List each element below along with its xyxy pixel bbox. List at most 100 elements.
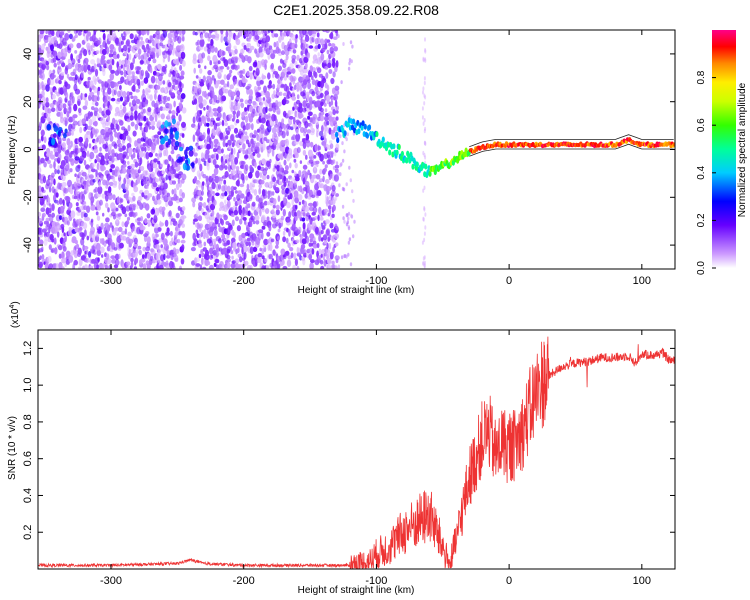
noise-cell: [38, 44, 42, 52]
noise-cell: [277, 65, 282, 72]
noise-cell: [233, 56, 239, 61]
noise-cell: [242, 110, 248, 116]
noise-cell: [268, 190, 273, 197]
noise-cell: [235, 119, 240, 124]
noise-cell: [326, 116, 330, 121]
noise-cell: [153, 158, 158, 163]
noise-cell: [203, 106, 206, 111]
noise-cell: [291, 169, 295, 174]
noise-cell: [148, 46, 152, 51]
snr-x-tick-label: -200: [233, 575, 255, 587]
noise-cell: [88, 49, 91, 56]
noise-cell: [240, 102, 244, 109]
noise-cell: [319, 178, 324, 183]
noise-cell: [100, 155, 105, 162]
noise-cell: [276, 101, 282, 107]
noise-cell: [233, 197, 236, 202]
noise-cell: [45, 97, 49, 103]
noise-cell: [43, 42, 46, 46]
noise-cell: [320, 98, 326, 105]
noise-cell: [195, 263, 201, 267]
noise-cell: [272, 176, 276, 183]
noise-cell: [50, 154, 55, 160]
noise-cell: [295, 133, 301, 142]
noise-cell: [331, 116, 337, 124]
noise-cell: [62, 103, 67, 109]
blob-cell: [172, 118, 176, 125]
noise-cell: [330, 77, 335, 85]
noise-cell: [122, 235, 127, 241]
noise-cell: [229, 84, 234, 90]
noise-cell: [70, 158, 75, 166]
noise-cell: [293, 116, 296, 125]
noise-cell: [150, 249, 156, 256]
noise-cell: [130, 95, 134, 99]
noise-cell: [128, 252, 132, 260]
noise-cell: [48, 57, 52, 64]
noise-cell: [327, 257, 332, 265]
noise-cell: [91, 106, 95, 111]
trace-cell: [415, 161, 419, 168]
noise-cell: [332, 204, 336, 212]
noise-cell: [311, 36, 315, 43]
noise-cell: [277, 228, 281, 233]
noise-cell: [97, 229, 102, 234]
noise-cell: [230, 213, 235, 218]
noise-cell: [314, 216, 318, 220]
noise-cell: [198, 76, 202, 82]
noise-cell: [249, 89, 253, 97]
noise-cell: [300, 36, 303, 45]
spectrogram-cells: [38, 26, 427, 269]
noise-cell: [218, 207, 222, 211]
noise-cell: [162, 106, 166, 111]
noise-cell: [316, 100, 322, 107]
noise-cell: [343, 149, 346, 154]
noise-cell: [209, 247, 214, 255]
noise-cell: [122, 151, 128, 157]
blob-cell: [182, 162, 187, 171]
blob-cell: [164, 128, 169, 134]
noise-cell: [326, 49, 330, 55]
noise-cell: [48, 244, 52, 251]
noise-cell: [286, 71, 292, 75]
noise-cell: [329, 150, 334, 156]
noise-cell: [256, 153, 261, 158]
noise-cell: [318, 248, 322, 255]
noise-cell: [246, 237, 251, 242]
noise-cell: [252, 246, 258, 252]
noise-cell: [199, 264, 203, 269]
noise-cell: [126, 91, 131, 97]
noise-cell: [99, 264, 105, 269]
noise-cell: [119, 89, 124, 97]
noise-cell: [179, 265, 182, 269]
noise-cell: [222, 247, 228, 255]
noise-cell: [143, 132, 147, 140]
noise-cell: [180, 70, 185, 76]
noise-cell: [298, 85, 302, 91]
noise-cell: [306, 129, 312, 134]
noise-cell: [38, 138, 41, 144]
noise-cell: [285, 54, 289, 61]
noise-cell: [86, 235, 90, 241]
noise-cell: [289, 82, 292, 88]
noise-cell: [93, 87, 99, 94]
noise-cell: [181, 215, 187, 219]
noise-cell: [276, 26, 280, 30]
snr-x-tick-label: 100: [633, 575, 651, 587]
noise-cell: [157, 131, 162, 136]
blob-cell: [160, 124, 164, 129]
noise-cell: [132, 152, 136, 159]
noise-cell: [203, 233, 206, 240]
noise-cell: [270, 52, 276, 60]
noise-cell: [289, 110, 294, 115]
noise-cell: [334, 99, 338, 108]
noise-cell: [108, 181, 114, 187]
noise-cell: [41, 90, 45, 98]
noise-cell: [239, 193, 245, 199]
colorbar-label: Normalized spectral amplitude: [737, 82, 748, 217]
noise-cell: [64, 108, 68, 113]
noise-cell: [207, 55, 211, 62]
noise-cell: [41, 96, 46, 105]
noise-cell: [292, 134, 296, 141]
